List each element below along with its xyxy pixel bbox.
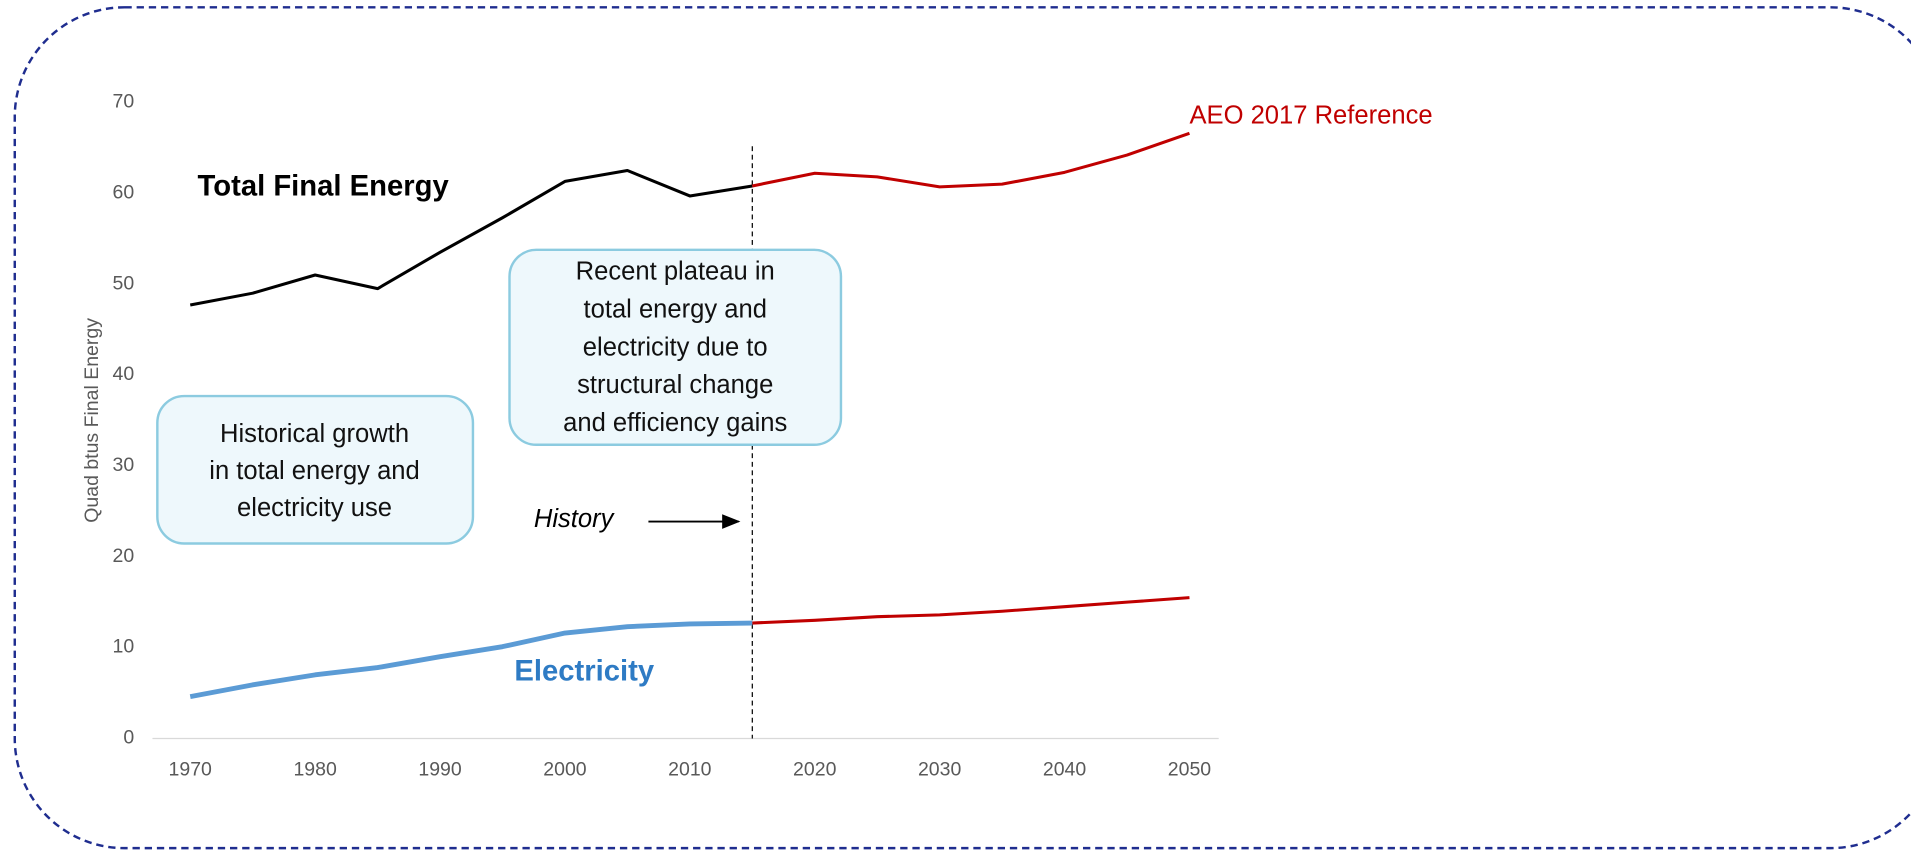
annotation: Total Final Energy: [198, 170, 450, 202]
annotation: History: [534, 505, 616, 533]
series-line: [189, 620, 753, 700]
frame-border: [13, 6, 1911, 850]
x-tick-label: 2020: [793, 758, 837, 780]
x-tick-label: 1980: [293, 758, 337, 780]
x-tick-label: 2010: [668, 758, 712, 780]
x-tick-label: 1970: [169, 758, 213, 780]
x-tick-label: 2040: [1043, 758, 1087, 780]
y-tick-label: 10: [112, 636, 134, 658]
annotation-line: Recent plateau in: [576, 258, 775, 286]
x-tick-label: 1990: [418, 758, 462, 780]
y-tick-label: 50: [112, 272, 134, 294]
y-tick-label: 30: [112, 454, 134, 476]
annotation-line: total energy and: [584, 296, 767, 324]
annotation-line: structural change: [577, 371, 773, 399]
annotation: AEO 2017 Reference: [1189, 102, 1432, 130]
x-tick-label: 2000: [543, 758, 587, 780]
x-tick-label: 2050: [1168, 758, 1212, 780]
y-tick-label: 60: [112, 181, 134, 203]
annotation-line: Historical growth: [220, 420, 409, 448]
annotation-line: in total energy and: [209, 457, 419, 485]
annotation: Electricity: [514, 655, 654, 687]
annotation-line: electricity due to: [583, 333, 768, 361]
series-line: [189, 168, 753, 307]
series-line: [752, 596, 1190, 625]
y-tick-label: 0: [123, 727, 134, 749]
x-tick-label: 2030: [918, 758, 962, 780]
series-line: [751, 131, 1190, 189]
y-tick-label: 70: [112, 91, 134, 113]
y-tick-label: 40: [112, 363, 134, 385]
annotation-box: [508, 248, 843, 446]
annotation-box: [156, 394, 475, 545]
y-axis-label: Quad btus Final Energy: [81, 318, 103, 523]
annotation-line: and efficiency gains: [563, 409, 787, 437]
y-tick-label: 20: [112, 545, 134, 567]
annotation-line: electricity use: [237, 494, 392, 522]
